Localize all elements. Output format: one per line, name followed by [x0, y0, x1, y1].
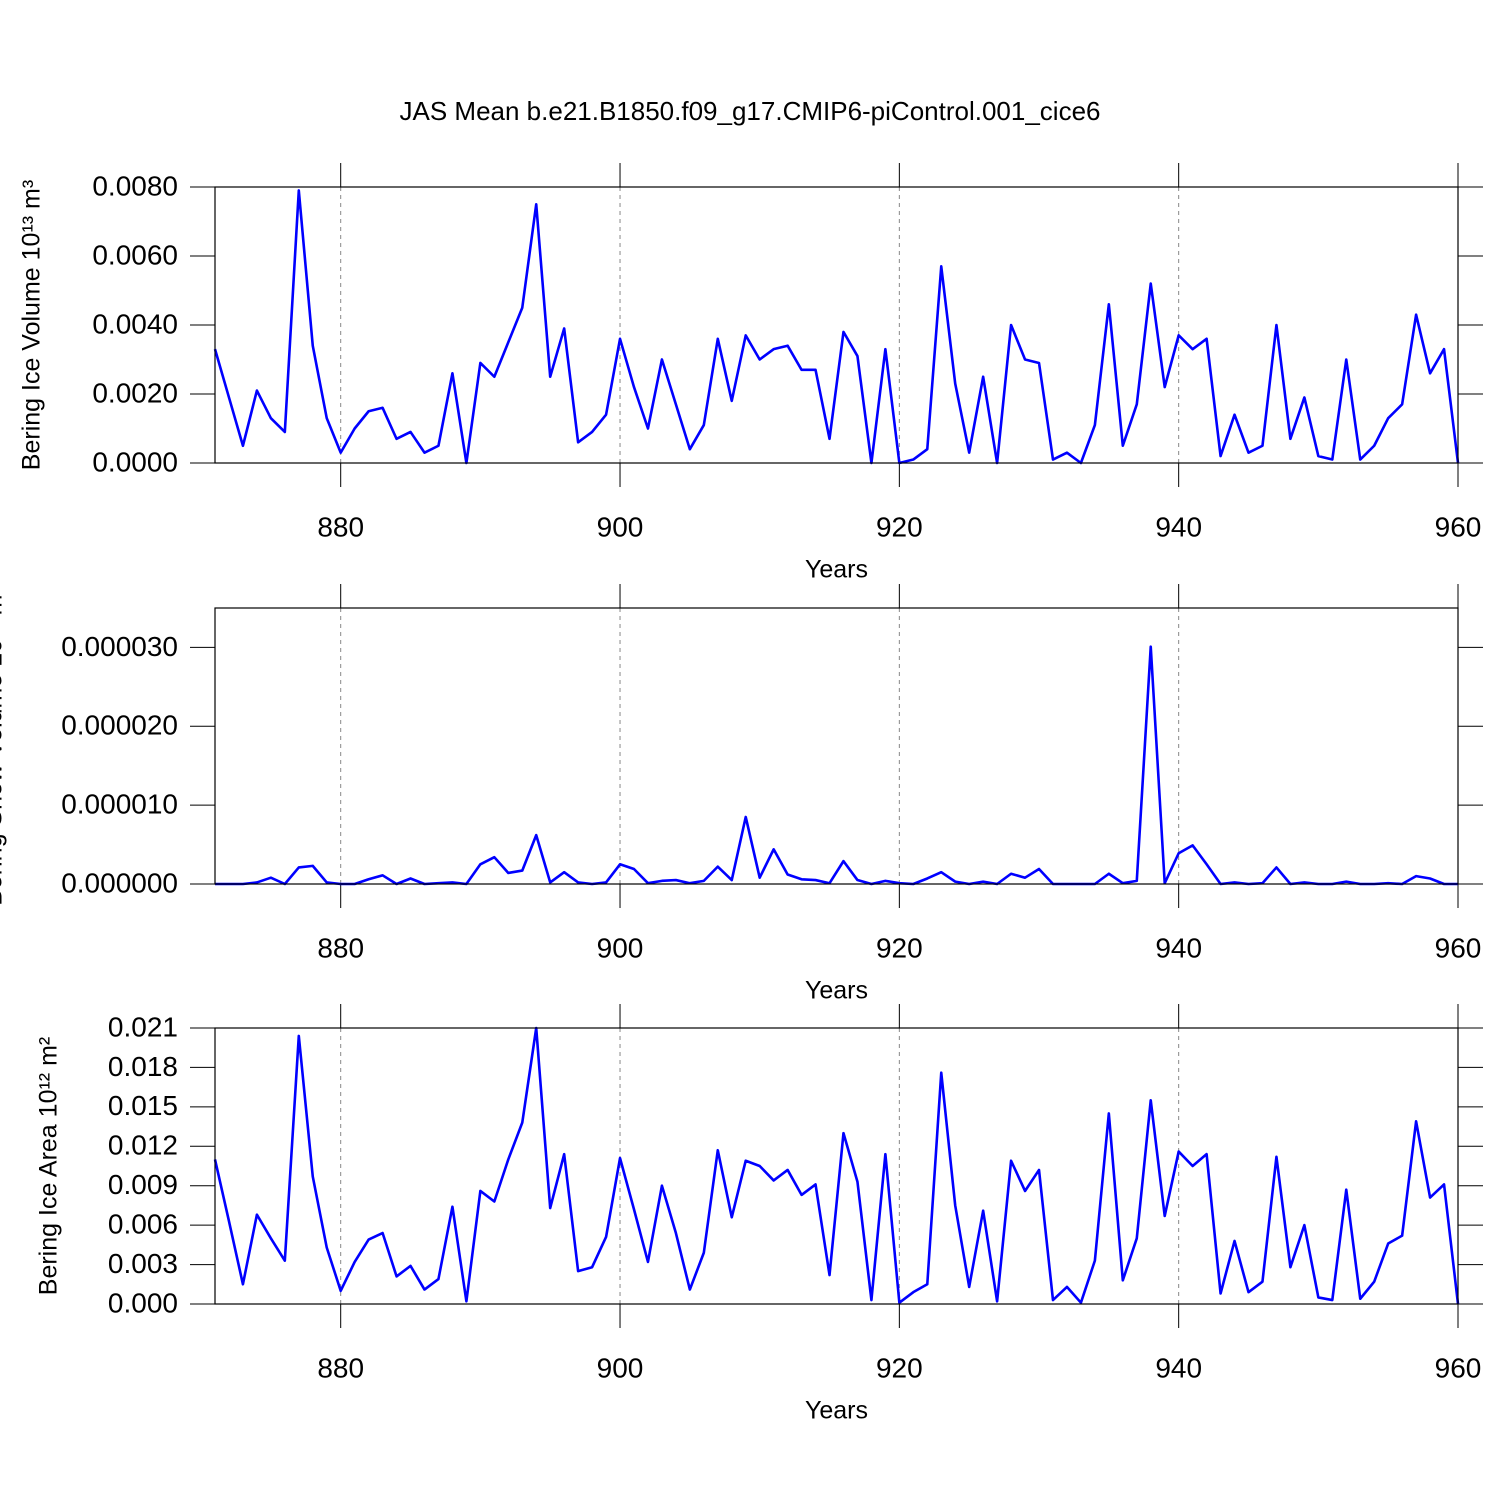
y-tick-label: 0.000020: [61, 710, 178, 741]
y-tick-label: 0.000030: [61, 631, 178, 662]
chart-title: JAS Mean b.e21.B1850.f09_g17.CMIP6-piCon…: [400, 96, 1101, 126]
y-tick-label: 0.000: [108, 1287, 178, 1318]
data-line: [213, 1026, 1460, 1305]
x-tick-label: 940: [1155, 1352, 1202, 1383]
plot-frame: [214, 186, 1459, 464]
y-tick-label: 0.0020: [92, 377, 178, 408]
y-tick-label: 0.003: [108, 1248, 178, 1279]
x-tick-label: 900: [597, 1352, 644, 1383]
x-tick-label: 900: [597, 511, 644, 542]
y-tick-label: 0.000010: [61, 789, 178, 820]
y-tick-label: 0.018: [108, 1051, 178, 1082]
x-tick-label: 880: [317, 932, 364, 963]
x-tick-label: 960: [1435, 1352, 1482, 1383]
data-line: [213, 189, 1460, 465]
x-tick-label: 940: [1155, 511, 1202, 542]
x-tick-label: 920: [876, 511, 923, 542]
x-axis-title: Years: [805, 1397, 868, 1425]
y-tick-label: 0.021: [108, 1011, 178, 1042]
y-tick-label: 0.0060: [92, 239, 178, 270]
y-tick-label: 0.009: [108, 1169, 178, 1200]
x-axis-title: Years: [805, 977, 868, 1005]
x-tick-label: 880: [317, 511, 364, 542]
y-axis-title: Bering Ice Area 10¹² m²: [35, 1037, 63, 1295]
x-tick-label: 880: [317, 1352, 364, 1383]
y-axis-title: Bering Ice Volume 10¹³ m³: [18, 180, 46, 470]
y-tick-label: 0.015: [108, 1090, 178, 1121]
plot-frame: [214, 607, 1459, 885]
x-tick-label: 960: [1435, 932, 1482, 963]
y-tick-label: 0.000000: [61, 867, 178, 898]
y-tick-label: 0.012: [108, 1130, 178, 1161]
plot-frame: [214, 1027, 1459, 1305]
y-tick-label: 0.0040: [92, 308, 178, 339]
data-line: [215, 645, 1458, 886]
y-axis-title: Bering Snow Volume 10¹³ m³: [0, 586, 8, 906]
x-axis-title: Years: [805, 556, 868, 584]
x-tick-label: 920: [876, 1352, 923, 1383]
x-tick-label: 960: [1435, 511, 1482, 542]
y-tick-label: 0.0000: [92, 446, 178, 477]
x-tick-label: 940: [1155, 932, 1202, 963]
y-tick-label: 0.0080: [92, 170, 178, 201]
y-tick-label: 0.006: [108, 1209, 178, 1240]
x-tick-label: 900: [597, 932, 644, 963]
x-tick-label: 920: [876, 932, 923, 963]
